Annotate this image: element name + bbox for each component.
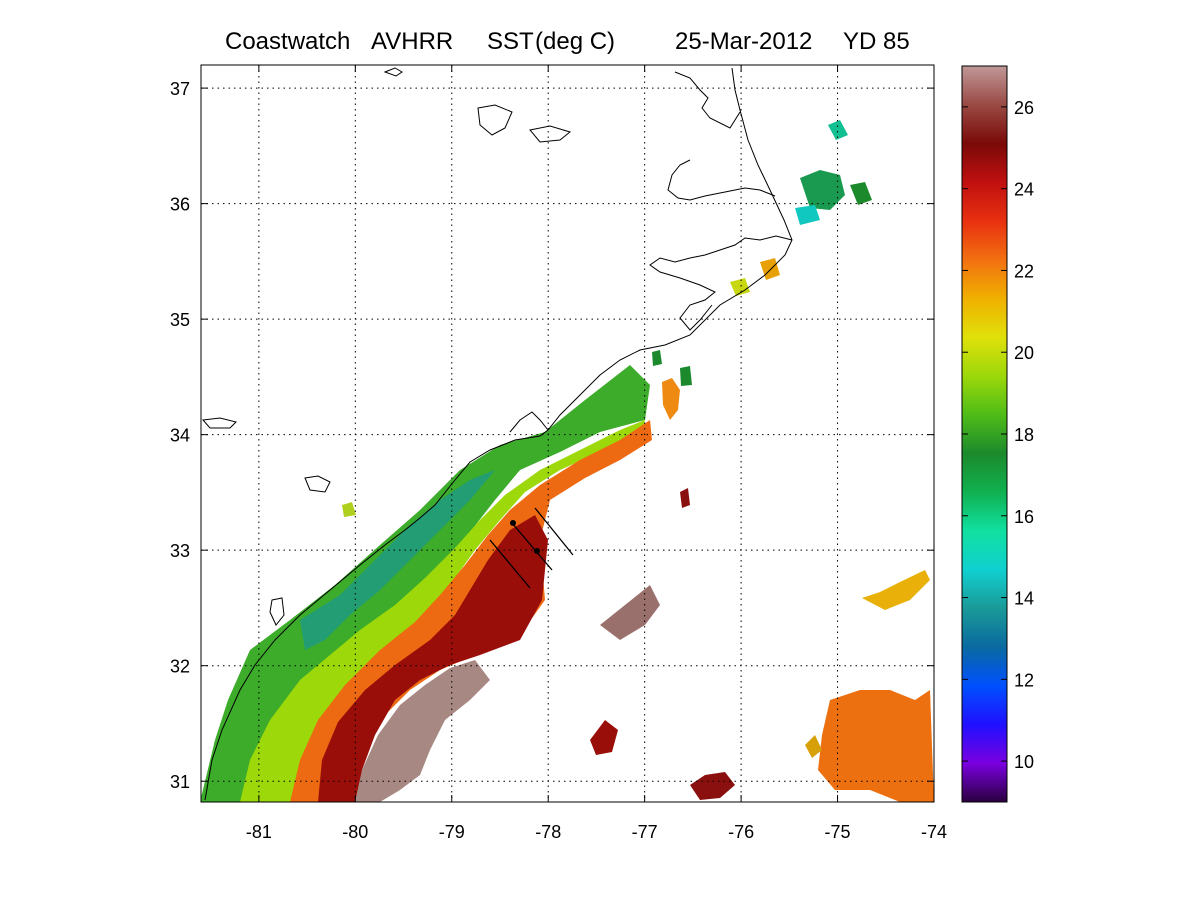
sst-region-inner-shelf-cool xyxy=(300,470,495,650)
sst-patch-offshore-4 xyxy=(680,488,690,508)
sst-patch-southeast-2 xyxy=(862,570,930,610)
colorbar-label: 10 xyxy=(1014,752,1034,772)
track-marker-2 xyxy=(534,548,540,554)
coastline-lake-1 xyxy=(477,104,513,136)
sst-patch-offshore-1 xyxy=(600,585,660,640)
x-tick-label: -79 xyxy=(439,822,465,842)
y-tick-label: 36 xyxy=(170,195,190,215)
sst-patch-outer-banks-6 xyxy=(730,278,750,296)
track-line-2 xyxy=(511,522,553,571)
sst-patch-outer-banks-4 xyxy=(828,120,848,140)
title-variable: SST xyxy=(487,28,534,55)
title-yearday: YD 85 xyxy=(843,28,910,55)
sst-patch-cape-lookout xyxy=(662,378,680,420)
x-tick-label: -75 xyxy=(825,822,851,842)
sst-patch-outer-banks-3 xyxy=(850,182,872,205)
coastline-lake-5 xyxy=(383,67,403,77)
title-product: Coastwatch xyxy=(225,28,351,55)
coastline-chesapeake xyxy=(674,71,741,129)
coastline-main xyxy=(204,67,793,801)
colorbar-labels: 10 12 14 16 18 20 22 24 26 xyxy=(1014,98,1034,772)
coastline-lake-4 xyxy=(201,417,237,429)
coastline xyxy=(201,67,793,801)
map-title: Coastwatch AVHRR SST (deg C) 25-Mar-2012… xyxy=(225,28,945,58)
coastline-cape-fear-river xyxy=(509,411,549,433)
sst-patch-outer-banks-1 xyxy=(800,170,845,210)
title-sensor: AVHRR xyxy=(371,28,454,55)
sst-patch-lake-moultrie xyxy=(342,502,356,517)
colorbar-label: 14 xyxy=(1014,589,1034,609)
x-tick-labels: -81 -80 -79 -78 -77 -76 -75 -74 xyxy=(246,822,947,842)
coastline-lake-6 xyxy=(269,597,285,626)
y-tick-label: 34 xyxy=(170,426,190,446)
title-date: 25-Mar-2012 xyxy=(675,28,813,55)
y-tick-label: 31 xyxy=(170,772,190,792)
sst-region-gulf-stream-core xyxy=(318,515,548,802)
axis-ticks xyxy=(201,65,935,802)
coastline-lake-3 xyxy=(304,475,331,493)
sst-patch-outer-banks-7 xyxy=(652,350,662,366)
sst-region-offshore-gulf-stream xyxy=(355,660,490,802)
coastline-pamlico-sound xyxy=(649,235,793,331)
track-lines xyxy=(489,507,574,589)
coastline-albemarle-sound xyxy=(667,159,776,201)
x-tick-label: -76 xyxy=(728,822,754,842)
colorbar-label: 16 xyxy=(1014,507,1034,527)
y-tick-labels: 31 32 33 34 35 36 37 xyxy=(170,79,190,792)
colorbar-label: 20 xyxy=(1014,343,1034,363)
x-tick-label: -77 xyxy=(632,822,658,842)
track-line-1 xyxy=(534,507,574,556)
sst-field xyxy=(201,120,934,802)
y-tick-label: 35 xyxy=(170,310,190,330)
track-markers xyxy=(510,520,540,554)
colorbar-ticks xyxy=(962,106,1007,762)
colorbar-label: 24 xyxy=(1014,180,1034,200)
sst-patch-outer-banks-8 xyxy=(680,366,692,386)
coastline-lake-2 xyxy=(529,125,572,143)
track-marker-1 xyxy=(510,520,516,526)
colorbar-label: 22 xyxy=(1014,261,1034,281)
colorbar-label: 12 xyxy=(1014,670,1034,690)
x-tick-label: -74 xyxy=(921,822,947,842)
colorbar: 10 12 14 16 18 20 22 24 26 xyxy=(961,65,1034,803)
colorbar-label: 26 xyxy=(1014,98,1034,118)
sst-patch-offshore-2 xyxy=(590,720,618,755)
colorbar-label: 18 xyxy=(1014,425,1034,445)
sst-patch-southeast-3 xyxy=(805,735,822,758)
sst-patch-offshore-3 xyxy=(690,772,735,800)
y-tick-label: 33 xyxy=(170,541,190,561)
colorbar-gradient xyxy=(961,65,1008,803)
y-tick-label: 37 xyxy=(170,79,190,99)
title-units: (deg C) xyxy=(535,28,616,55)
plot-frame xyxy=(200,64,935,803)
x-tick-label: -78 xyxy=(535,822,561,842)
sst-patch-outer-banks-2 xyxy=(795,205,820,225)
sst-patch-southeast xyxy=(818,690,934,802)
y-tick-label: 32 xyxy=(170,657,190,677)
track-line-3 xyxy=(489,539,531,589)
x-tick-label: -81 xyxy=(246,822,272,842)
x-tick-label: -80 xyxy=(342,822,368,842)
